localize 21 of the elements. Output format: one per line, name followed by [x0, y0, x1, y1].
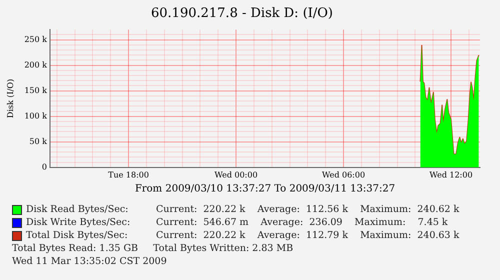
y-tick-label: 100 k [24, 111, 48, 120]
chart-title: 60.190.217.8 - Disk D: (I/O) [150, 6, 334, 22]
text: Current: 546.67 m Average: 236.09 Maximum: 7.45 k [156, 216, 448, 229]
x-tick-label: Wed 12:00 [430, 170, 473, 180]
legend-label: Total Disk Bytes/Sec: [26, 229, 129, 242]
x-tick-label: Tue 18:00 [108, 170, 149, 180]
y-tick-label: 0 [42, 162, 47, 172]
legend-label: Disk Write Bytes/Sec: [26, 216, 132, 229]
y-tick-label: 200 k [24, 60, 48, 70]
y-tick-label: 50 k [29, 136, 48, 146]
x-axis-title: From 2009/03/10 13:37:27 To 2009/03/11 13:37:27 [134, 184, 396, 195]
y-axis-title: Disk (I/O) [6, 78, 15, 118]
text: Current: 220.22 k Average: 112.56 k Maximum: 240.62 k [156, 203, 460, 216]
text: Total Bytes Read: 1.35 GB Total Bytes Written: 2.83 MB [12, 242, 294, 255]
text: Wed 11 Mar 13:35:02 CST 2009 [12, 255, 168, 268]
legend-label: Disk Read Bytes/Sec: [26, 203, 130, 216]
x-tick-label: Wed 06:00 [322, 170, 366, 180]
y-tick-label: 250 k [24, 34, 48, 44]
y-tick-label: 150 k [24, 86, 48, 95]
x-tick-label: Wed 00:00 [214, 170, 258, 180]
text: Current: 220.22 k Average: 112.79 k Maximum: 240.63 k [156, 229, 460, 242]
